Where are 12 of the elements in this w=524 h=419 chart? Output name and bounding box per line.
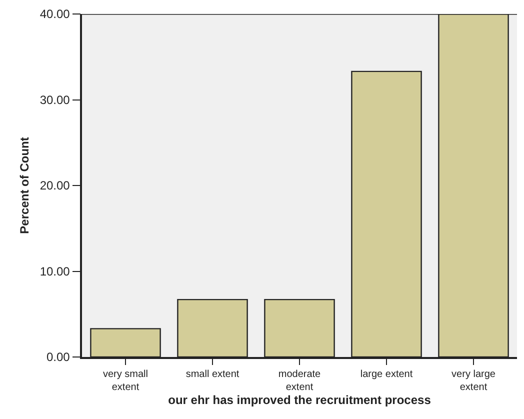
x-axis-title: our ehr has improved the recruitment process	[168, 393, 432, 408]
y-tick-label: 20.00	[40, 178, 70, 193]
y-axis-title: Percent of Count	[18, 137, 32, 234]
y-tick-label: 40.00	[40, 7, 70, 22]
y-tick-label: 10.00	[40, 264, 70, 278]
x-tick-label: small extent	[186, 368, 240, 380]
x-tick-label: large extent	[360, 368, 413, 380]
y-tick-label: 0.00	[46, 350, 70, 364]
x-tick-label: very large extent	[452, 368, 496, 393]
x-tick-label: very small extent	[102, 368, 148, 393]
x-tick-label: moderate extent	[278, 368, 322, 393]
y-tick-label: 30.00	[40, 92, 70, 107]
